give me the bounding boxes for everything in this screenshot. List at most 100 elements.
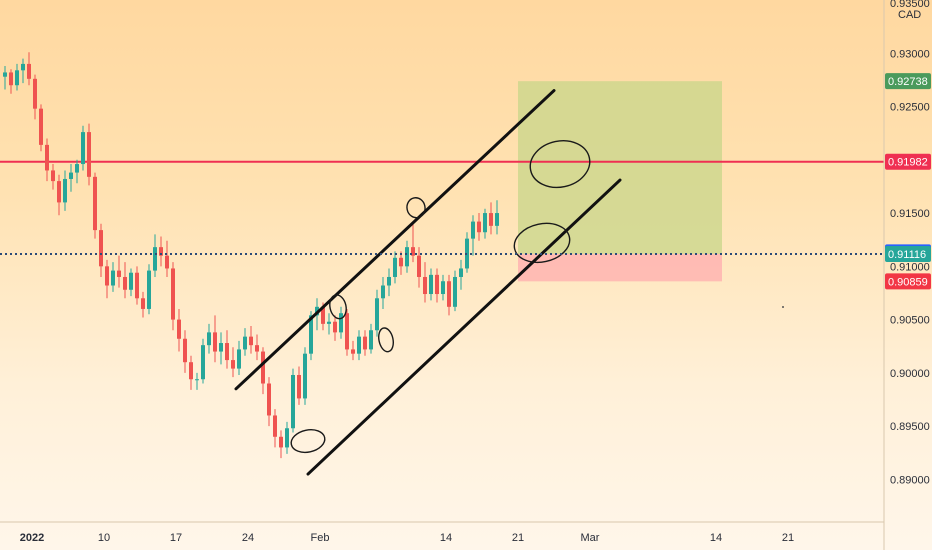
candle-body	[129, 272, 133, 290]
candle-body	[477, 221, 481, 233]
profit-zone[interactable]	[518, 81, 722, 254]
candle-body	[495, 213, 499, 226]
candle-body	[87, 132, 91, 177]
candle-body	[183, 338, 187, 363]
loss-zone[interactable]	[518, 253, 722, 282]
time-tick-label: 24	[242, 532, 254, 544]
candle-body	[369, 330, 373, 350]
candle-body	[417, 255, 421, 277]
candle-body	[237, 349, 241, 369]
price-tick-label: 0.93000	[890, 48, 930, 60]
candle-body	[405, 247, 409, 267]
candle-body	[201, 345, 205, 380]
candle-body	[399, 257, 403, 267]
candle-body	[75, 164, 79, 173]
candle-body	[159, 247, 163, 256]
candle-body	[153, 247, 157, 271]
candle-body	[285, 428, 289, 448]
price-tag	[885, 73, 931, 90]
candle-body	[195, 379, 199, 381]
candle-body	[459, 268, 463, 277]
candle-body	[279, 436, 283, 448]
price-tag	[885, 273, 931, 290]
candle-body	[291, 374, 295, 429]
price-tag-label: 0.91116	[888, 249, 926, 261]
candle-body	[243, 336, 247, 350]
candle-body	[423, 276, 427, 295]
candle-body	[309, 315, 313, 354]
candle-body	[51, 170, 55, 182]
price-tick-label: 0.89000	[890, 474, 930, 486]
annotation-circle[interactable]	[328, 293, 349, 320]
stray-dot	[782, 306, 784, 308]
candle-body	[213, 332, 217, 352]
annotation-circle[interactable]	[511, 218, 574, 267]
candle-body	[447, 281, 451, 307]
candle-body	[69, 172, 73, 179]
candle-body	[93, 176, 97, 231]
time-tick-label: 14	[440, 532, 452, 544]
price-tag-label: 0.92738	[888, 76, 928, 88]
candle-body	[393, 257, 397, 277]
time-tick-label: Feb	[311, 532, 330, 544]
candle-body	[333, 321, 337, 333]
candle-body	[429, 274, 433, 295]
candle-body	[357, 336, 361, 354]
annotation-circle[interactable]	[289, 427, 327, 456]
candle-body	[441, 281, 445, 295]
time-tick-label: Mar	[581, 532, 600, 544]
candle-body	[147, 270, 151, 309]
annotation-circle[interactable]	[377, 327, 396, 353]
candle-body	[99, 230, 103, 267]
time-tick-label: 21	[782, 532, 794, 544]
candle-body	[273, 415, 277, 437]
candle-body	[57, 181, 61, 203]
candle-body	[63, 178, 67, 203]
time-tick-label: 17	[170, 532, 182, 544]
annotation-circle[interactable]	[526, 135, 594, 192]
candle-body	[345, 313, 349, 350]
candle-body	[9, 72, 13, 86]
candle-body	[225, 343, 229, 361]
candle-body	[321, 306, 325, 324]
price-tag	[885, 153, 931, 170]
candle-body	[21, 63, 25, 71]
candle-body	[381, 285, 385, 299]
candle-body	[489, 213, 493, 226]
candle-body	[435, 274, 439, 295]
price-tag-label: 0.91982	[888, 157, 928, 169]
time-tick-label: 10	[98, 532, 110, 544]
candle-body	[483, 213, 487, 233]
candle-body	[141, 298, 145, 309]
price-tick-label: 0.91000	[890, 261, 930, 273]
price-tag-label: 0.90859	[888, 276, 928, 288]
candle-body	[411, 247, 415, 256]
candle-body	[171, 268, 175, 320]
candle-body	[471, 221, 475, 239]
candle-body	[255, 345, 259, 352]
candle-body	[123, 276, 127, 290]
price-axis-top-label: 0.93500	[890, 0, 930, 10]
candle-body	[249, 336, 253, 346]
candle-body	[363, 336, 367, 350]
candle-body	[339, 313, 343, 333]
channel-lower-line[interactable]	[306, 178, 622, 476]
candle-body	[231, 360, 235, 369]
time-tick-label: 14	[710, 532, 722, 544]
candle-body	[297, 374, 301, 399]
price-tick-label: 0.92500	[890, 102, 930, 114]
candle-body	[33, 78, 37, 109]
candle-body	[111, 270, 115, 286]
price-tag	[885, 245, 931, 262]
channel-upper-line[interactable]	[234, 89, 556, 391]
candle-body	[15, 70, 19, 86]
price-tick-label: 0.89500	[890, 421, 930, 433]
candle-body	[135, 272, 139, 299]
candle-body	[105, 266, 109, 286]
candle-body	[27, 63, 31, 79]
time-tick-label: 21	[512, 532, 524, 544]
annotation-circle[interactable]	[405, 196, 427, 219]
price-tick-label: 0.91500	[890, 208, 930, 220]
